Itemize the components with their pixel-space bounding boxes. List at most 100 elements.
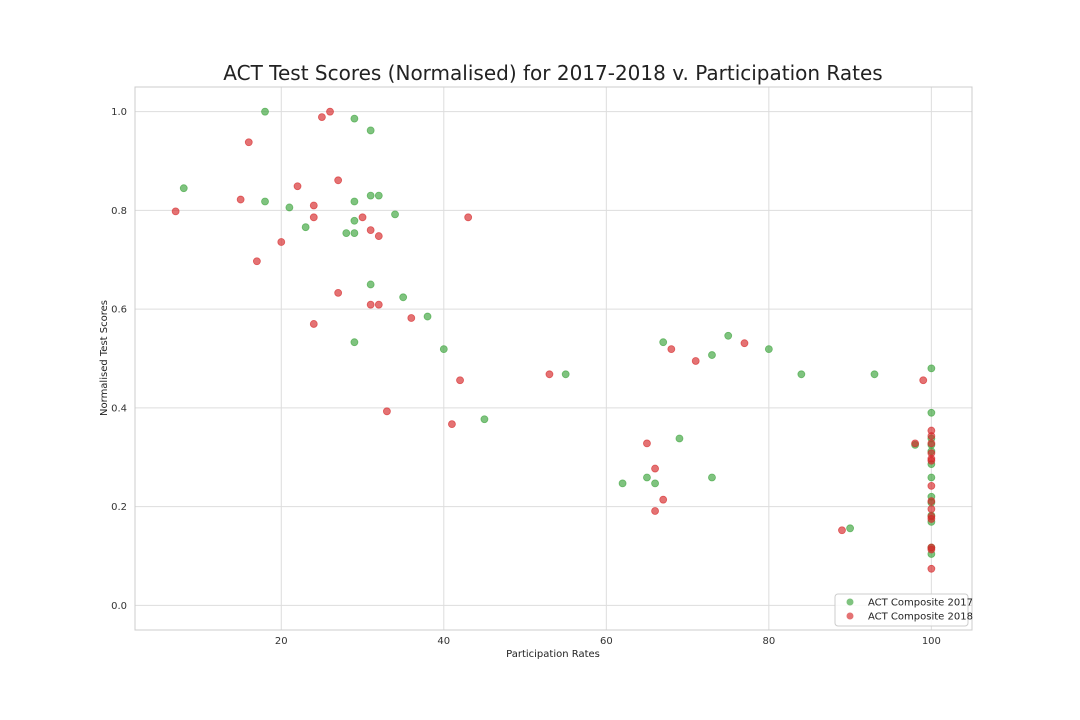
y-axis-ticks: 0.0 0.2 0.4 0.6 0.8 1.0: [111, 107, 127, 612]
y-tick-label: 0.4: [111, 403, 127, 414]
data-point: [407, 314, 416, 322]
data-point: [301, 223, 310, 232]
legend-box: [834, 593, 969, 627]
data-point: [870, 370, 879, 379]
data-point: [724, 331, 733, 340]
data-point: [171, 207, 180, 216]
data-point: [643, 439, 651, 448]
data-point: [374, 300, 383, 309]
x-axis-ticks: 20 40 60 80 100: [275, 636, 941, 647]
data-point: [651, 464, 659, 473]
data-point: [399, 293, 408, 302]
legend: ACT Composite 2017 ACT Composite 2018: [834, 593, 973, 627]
data-point: [927, 545, 936, 554]
data-point: [618, 479, 627, 488]
data-point: [342, 229, 351, 238]
data-point: [545, 370, 554, 379]
data-point: [480, 415, 489, 424]
data-point: [236, 195, 245, 204]
data-point: [927, 473, 936, 482]
data-point: [927, 505, 936, 513]
data-point: [439, 345, 448, 354]
x-tick-label: 80: [762, 636, 775, 647]
x-tick-label: 20: [275, 636, 288, 647]
data-point: [927, 439, 936, 448]
data-point: [659, 495, 668, 504]
data-point: [927, 364, 936, 373]
data-point: [911, 439, 920, 448]
y-tick-label: 0.8: [111, 206, 127, 217]
x-tick-label: 100: [922, 636, 941, 647]
data-point: [651, 479, 659, 488]
y-tick-label: 0.6: [111, 305, 127, 316]
data-point: [708, 351, 716, 359]
data-point: [740, 339, 749, 348]
data-point: [366, 280, 375, 289]
data-point: [309, 213, 318, 222]
data-point: [244, 138, 253, 147]
y-tick-label: 0.2: [111, 502, 127, 513]
data-point: [366, 191, 375, 200]
data-point: [456, 376, 464, 385]
data-point: [927, 497, 936, 506]
data-point: [358, 213, 367, 222]
data-point: [659, 338, 668, 347]
data-point: [309, 320, 318, 328]
data-point: [838, 526, 846, 535]
data-point: [285, 203, 294, 212]
data-point: [366, 226, 375, 235]
data-point: [927, 564, 936, 573]
data-point: [252, 257, 261, 266]
data-point: [334, 288, 343, 297]
legend-marker-2018: [846, 612, 854, 620]
data-point: [391, 210, 399, 219]
data-point: [667, 345, 676, 354]
data-point: [261, 197, 269, 206]
data-point: [423, 312, 432, 321]
data-point: [350, 114, 359, 123]
data-point: [326, 107, 334, 116]
x-tick-label: 60: [600, 636, 613, 647]
legend-marker-2017: [846, 598, 854, 606]
data-point: [374, 232, 383, 240]
data-point: [919, 376, 928, 385]
data-point: [651, 507, 659, 515]
data-point: [797, 370, 806, 379]
y-tick-label: 1.0: [111, 107, 127, 118]
data-point: [927, 432, 936, 440]
data-point: [366, 300, 375, 309]
data-point: [350, 338, 359, 347]
chart-title: ACT Test Scores (Normalised) for 2017-20…: [223, 61, 882, 85]
data-point: [927, 515, 936, 523]
data-points: [171, 107, 936, 573]
data-point: [448, 420, 456, 429]
data-point: [675, 434, 684, 443]
data-point: [764, 345, 773, 354]
data-point: [383, 407, 391, 416]
x-axis-label: Participation Rates: [506, 649, 600, 660]
data-point: [927, 481, 936, 490]
data-point: [691, 357, 700, 365]
x-tick-label: 40: [437, 636, 450, 647]
data-point: [309, 201, 318, 210]
data-point: [366, 126, 375, 135]
data-point: [350, 229, 359, 238]
data-point: [350, 197, 359, 206]
data-point: [318, 113, 326, 122]
y-axis-label: Normalised Test Scores: [99, 300, 110, 416]
data-point: [277, 238, 286, 246]
legend-label-2018: ACT Composite 2018: [868, 612, 973, 623]
grid-lines: [135, 87, 972, 630]
data-point: [927, 408, 936, 417]
data-point: [561, 370, 570, 379]
data-point: [846, 524, 855, 533]
data-point: [334, 176, 343, 185]
data-point: [643, 473, 651, 482]
data-point: [927, 456, 936, 465]
legend-label-2017: ACT Composite 2017: [868, 598, 973, 609]
plot-area-frame: [134, 86, 973, 631]
data-point: [261, 107, 269, 116]
data-point: [179, 184, 188, 193]
y-tick-label: 0.0: [111, 601, 127, 612]
